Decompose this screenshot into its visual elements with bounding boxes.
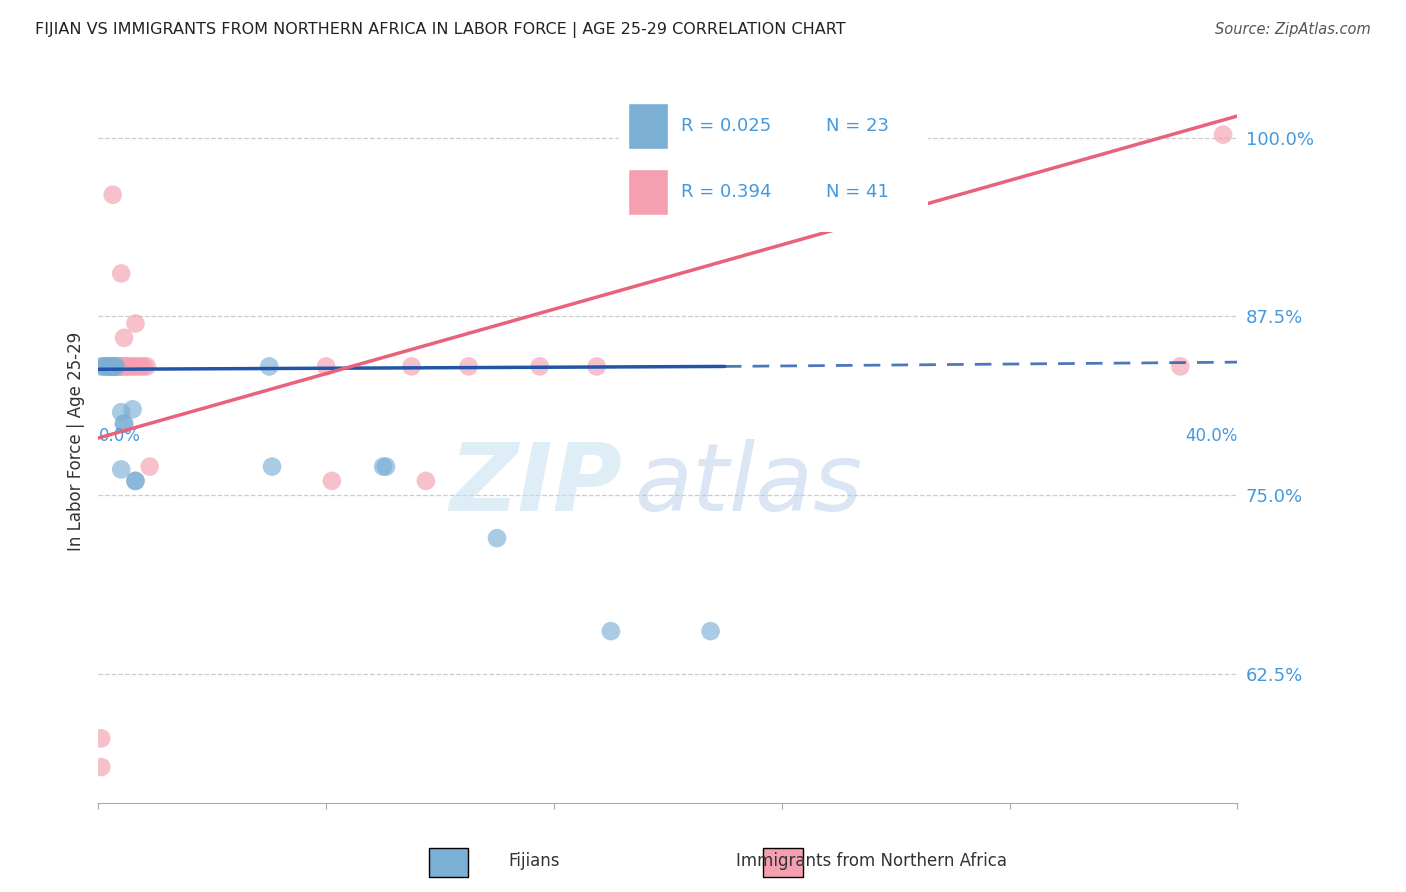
Point (104, 359, 127, 374)
Point (373, 459, 395, 474)
Point (486, 531, 509, 545)
Text: FIJIAN VS IMMIGRANTS FROM NORTHERN AFRICA IN LABOR FORCE | AGE 25-29 CORRELATION: FIJIAN VS IMMIGRANTS FROM NORTHERN AFRIC… (35, 22, 846, 38)
Point (132, 359, 155, 374)
Point (104, 359, 127, 374)
Point (90, 359, 112, 374)
Point (96, 359, 118, 374)
Point (93, 359, 115, 374)
Point (401, 359, 423, 374)
Point (529, 359, 551, 374)
Point (321, 474, 343, 488)
Point (1170, 359, 1192, 374)
Point (699, 624, 721, 639)
Point (129, 359, 152, 374)
Point (124, 359, 146, 374)
Point (115, 359, 138, 374)
Text: 0.0%: 0.0% (98, 427, 141, 445)
Point (457, 359, 479, 374)
Text: N = 23: N = 23 (825, 118, 889, 136)
Text: Source: ZipAtlas.com: Source: ZipAtlas.com (1215, 22, 1371, 37)
Point (121, 359, 143, 374)
Point (96, 359, 118, 374)
Point (110, 405, 132, 419)
Point (90, 731, 112, 746)
Point (112, 417, 135, 431)
Point (107, 359, 129, 374)
Point (112, 417, 135, 431)
Point (93, 359, 115, 374)
Point (101, 359, 124, 374)
Point (98, 359, 121, 374)
Point (110, 267, 132, 281)
Text: R = 0.394: R = 0.394 (681, 183, 770, 201)
Point (101, 187, 124, 202)
Point (259, 359, 281, 374)
Point (124, 474, 146, 488)
Point (90, 760, 112, 774)
Point (118, 359, 141, 374)
Point (96, 359, 118, 374)
Point (98, 359, 121, 374)
Point (107, 359, 129, 374)
Point (600, 624, 623, 639)
Text: Immigrants from Northern Africa: Immigrants from Northern Africa (737, 852, 1007, 870)
Point (112, 359, 135, 374)
Point (585, 359, 607, 374)
Point (104, 359, 127, 374)
Point (98, 359, 121, 374)
Point (375, 459, 398, 474)
Point (101, 359, 124, 374)
Point (110, 462, 132, 476)
Point (101, 359, 124, 374)
Point (110, 359, 132, 374)
Bar (628, 169, 668, 215)
Point (315, 359, 337, 374)
Point (124, 317, 146, 331)
Text: ZIP: ZIP (450, 439, 623, 531)
Point (127, 359, 149, 374)
Point (262, 459, 284, 474)
Point (112, 331, 135, 345)
Point (104, 359, 127, 374)
Point (124, 474, 146, 488)
Point (104, 359, 127, 374)
Point (121, 402, 143, 417)
Text: 40.0%: 40.0% (1185, 427, 1237, 445)
Text: N = 41: N = 41 (825, 183, 889, 201)
Point (101, 359, 124, 374)
Point (138, 459, 160, 474)
Point (1212, 128, 1234, 142)
Point (107, 359, 129, 374)
Text: atlas: atlas (634, 440, 862, 531)
Point (98, 359, 121, 374)
Bar (628, 103, 668, 149)
Text: Fijians: Fijians (509, 852, 560, 870)
Point (415, 474, 437, 488)
Text: R = 0.025: R = 0.025 (681, 118, 770, 136)
Point (110, 359, 132, 374)
Y-axis label: In Labor Force | Age 25-29: In Labor Force | Age 25-29 (66, 332, 84, 551)
Point (115, 359, 138, 374)
Point (135, 359, 157, 374)
